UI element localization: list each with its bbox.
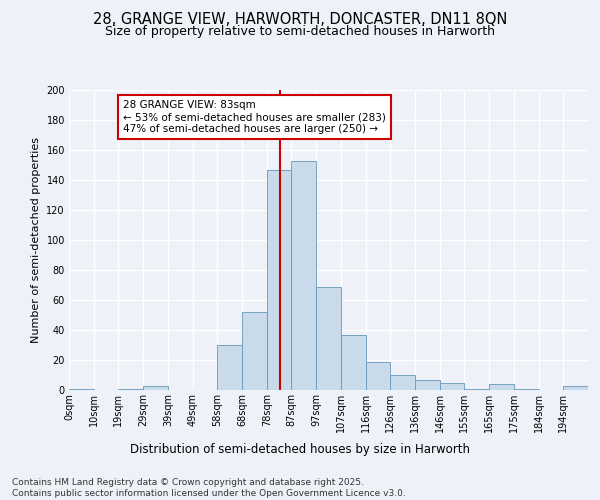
Bar <box>118 388 143 390</box>
Bar <box>415 380 440 390</box>
Bar <box>292 160 316 390</box>
Bar <box>390 375 415 390</box>
Text: 28, GRANGE VIEW, HARWORTH, DONCASTER, DN11 8QN: 28, GRANGE VIEW, HARWORTH, DONCASTER, DN… <box>93 12 507 28</box>
Bar <box>341 334 365 390</box>
Bar <box>514 388 539 390</box>
Bar <box>440 382 464 390</box>
Bar <box>267 170 292 390</box>
Bar <box>563 386 588 390</box>
Bar <box>69 388 94 390</box>
Bar <box>242 312 267 390</box>
Text: Size of property relative to semi-detached houses in Harworth: Size of property relative to semi-detach… <box>105 25 495 38</box>
Y-axis label: Number of semi-detached properties: Number of semi-detached properties <box>31 137 41 343</box>
Text: Distribution of semi-detached houses by size in Harworth: Distribution of semi-detached houses by … <box>130 442 470 456</box>
Bar <box>217 345 242 390</box>
Bar <box>489 384 514 390</box>
Text: 28 GRANGE VIEW: 83sqm
← 53% of semi-detached houses are smaller (283)
47% of sem: 28 GRANGE VIEW: 83sqm ← 53% of semi-deta… <box>124 100 386 134</box>
Bar <box>464 388 489 390</box>
Bar <box>316 286 341 390</box>
Bar <box>143 386 168 390</box>
Bar <box>365 362 390 390</box>
Text: Contains HM Land Registry data © Crown copyright and database right 2025.
Contai: Contains HM Land Registry data © Crown c… <box>12 478 406 498</box>
